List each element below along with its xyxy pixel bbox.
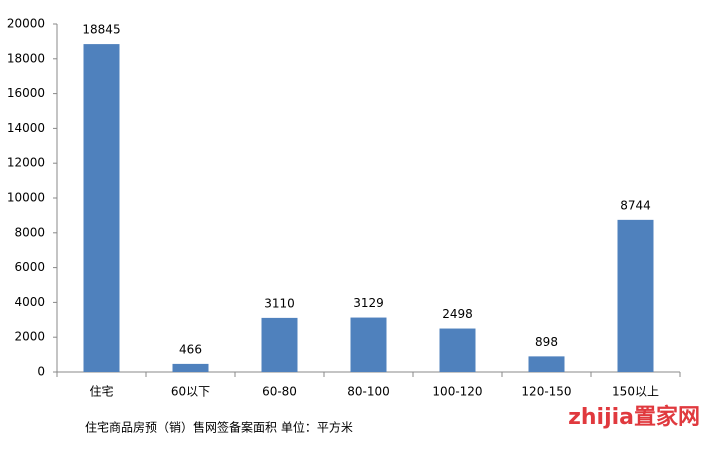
bar xyxy=(350,317,387,372)
x-tick-label: 120-150 xyxy=(521,385,571,399)
data-label: 3129 xyxy=(353,296,384,310)
x-tick-label: 100-120 xyxy=(432,385,482,399)
x-tick-label: 60-80 xyxy=(262,385,297,399)
x-tick-label: 60以下 xyxy=(171,385,210,399)
data-label: 898 xyxy=(535,335,558,349)
y-tick-label: 14000 xyxy=(7,121,45,135)
bar xyxy=(83,44,120,373)
y-tick-label: 16000 xyxy=(7,86,45,100)
y-tick-label: 0 xyxy=(37,365,45,379)
data-label: 2498 xyxy=(442,307,473,321)
data-label: 3110 xyxy=(264,296,295,310)
x-tick-label: 住宅 xyxy=(89,384,113,399)
y-tick-label: 10000 xyxy=(7,191,45,205)
data-label: 466 xyxy=(179,342,202,356)
bar xyxy=(528,356,565,372)
y-tick-label: 2000 xyxy=(14,330,45,344)
x-tick-label: 150以上 xyxy=(612,385,659,399)
bar xyxy=(261,317,298,372)
data-label: 8744 xyxy=(620,198,651,212)
y-tick-label: 4000 xyxy=(14,295,45,309)
y-tick-label: 6000 xyxy=(14,260,45,274)
bar xyxy=(172,363,209,372)
watermark: zhijia置家网 xyxy=(568,404,700,430)
y-tick-label: 12000 xyxy=(7,156,45,170)
bar xyxy=(617,219,654,372)
data-label: 18845 xyxy=(82,23,120,37)
chart-note: 住宅商品房预（销）售网签备案面积 单位：平方米 xyxy=(85,420,353,435)
x-tick-label: 80-100 xyxy=(347,385,390,399)
bar xyxy=(439,328,476,372)
y-tick-label: 8000 xyxy=(14,225,45,239)
y-tick-label: 18000 xyxy=(7,51,45,65)
y-tick-label: 20000 xyxy=(7,17,45,31)
